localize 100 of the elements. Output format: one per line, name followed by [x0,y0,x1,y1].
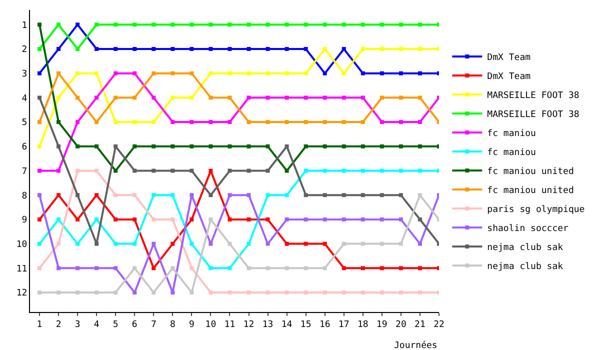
y-tick-label: 6 [22,142,28,153]
point [56,71,61,76]
point [56,266,61,270]
point [132,242,137,246]
point [360,46,365,51]
point [208,168,213,173]
x-tick-label: 21 [414,320,426,330]
point [170,242,175,246]
point [38,266,42,270]
point [228,144,232,148]
point [398,193,403,198]
point [284,193,289,198]
point [398,168,403,173]
x-tick-label: 4 [94,320,100,330]
point [94,120,99,124]
point [304,168,308,173]
point [246,242,251,246]
point [418,217,422,222]
point [152,266,156,270]
point [380,290,384,295]
point [94,96,99,100]
point [360,120,365,124]
point [228,168,232,173]
point [304,242,308,246]
point [228,217,232,222]
point [170,168,175,173]
point [284,266,289,270]
point [284,168,289,173]
x-tick-label: 6 [132,320,138,330]
point [38,22,42,27]
point [266,120,270,124]
point [228,46,232,51]
point [418,242,422,246]
x-tick-label: 16 [319,320,330,330]
point [284,71,289,76]
y-tick-label: 3 [22,69,28,80]
point [266,290,270,295]
point [398,290,403,295]
point [56,290,61,295]
x-tick-label: 11 [224,320,236,330]
y-tick-label: 5 [22,118,28,128]
point [246,266,251,270]
point [152,96,156,100]
point [94,217,99,222]
point [266,22,270,27]
point [152,22,156,27]
point [246,144,251,148]
point [418,96,422,100]
point [322,120,327,124]
point [208,290,213,295]
point [114,168,118,173]
point [76,266,80,270]
point [322,22,327,27]
x-tick-label: 8 [170,320,176,330]
point [170,266,175,270]
point [228,242,232,246]
y-tick-label: 7 [22,166,28,177]
point [304,22,308,27]
point [152,290,156,295]
point [94,144,99,148]
legend-label: fc maniou united [487,167,574,178]
x-tick-label: 15 [300,320,312,330]
point [360,266,365,270]
point [380,266,384,270]
point [190,96,194,100]
point [132,266,137,270]
point [284,242,289,246]
point [418,290,422,295]
point [418,22,422,27]
point [38,96,42,100]
point [322,217,327,222]
point [208,144,213,148]
point [304,193,308,198]
point [152,71,156,76]
y-tick-label: 10 [16,240,28,250]
point [418,193,422,198]
point [132,290,137,295]
point [380,120,384,124]
legend-label: fc maniou [487,148,536,158]
point [284,144,289,148]
point [246,120,251,124]
point [418,144,422,148]
point [190,242,194,246]
point [342,290,346,295]
point [322,168,327,173]
point [38,168,42,173]
legend-label: nejma club sak [487,243,564,254]
point [114,290,118,295]
point [208,193,213,198]
y-tick-label: 8 [22,191,28,202]
point [190,193,194,198]
point [208,22,213,27]
point [398,120,403,124]
point [56,168,61,173]
point [322,96,327,100]
point [114,46,118,51]
legend-label: nejma club sak [487,262,564,272]
point [76,96,80,100]
y-tick-label: 9 [22,216,28,226]
point [228,120,232,124]
